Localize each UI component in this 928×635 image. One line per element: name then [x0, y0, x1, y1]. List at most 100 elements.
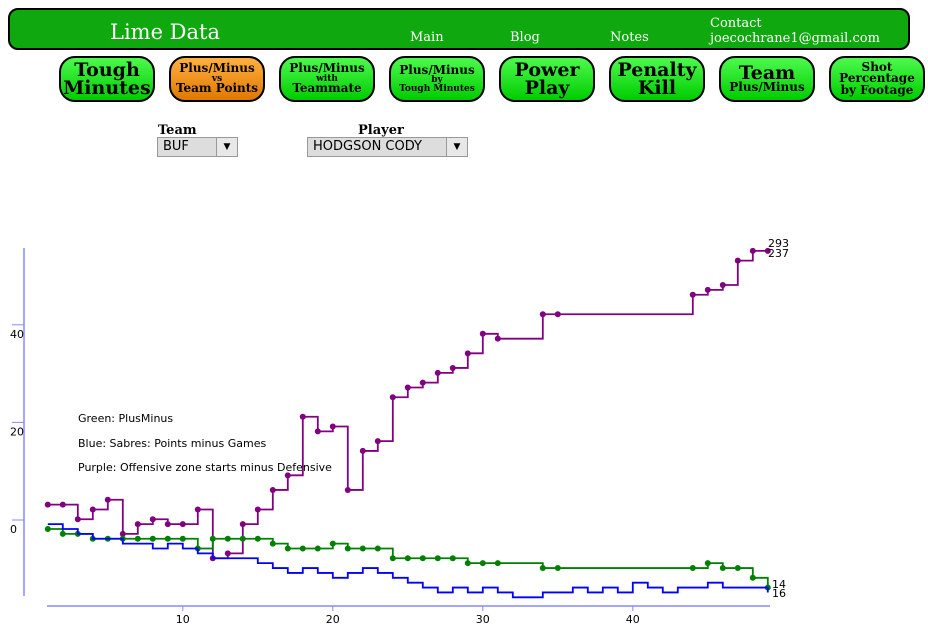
data-point: [44, 526, 51, 532]
data-point: [284, 545, 291, 552]
data-point: [539, 565, 546, 572]
data-point: [329, 540, 336, 547]
plus-minus-vs-team-points-button[interactable]: Plus/Minus vs Team Points: [169, 56, 265, 102]
data-point: [359, 447, 366, 454]
data-point: [134, 521, 141, 528]
shot-percentage-by-footage-button[interactable]: Shot Percentage by Footage: [829, 56, 925, 102]
series-line: [47, 249, 768, 560]
data-point: [314, 545, 321, 552]
data-point: [179, 535, 186, 542]
button-label: Tough: [74, 58, 140, 81]
data-point: [299, 545, 306, 552]
data-point: [749, 247, 756, 254]
data-point: [119, 530, 126, 537]
penalty-kill-button[interactable]: Penalty Kill: [609, 56, 705, 102]
contact-label: Contact: [710, 16, 762, 31]
data-point: [239, 521, 246, 528]
x-tick-label: 20: [326, 613, 340, 626]
button-label: Teammate: [292, 81, 362, 96]
site-title[interactable]: Lime Data: [110, 20, 220, 44]
data-point: [254, 535, 261, 542]
button-label: Minutes: [63, 77, 151, 99]
data-point: [719, 565, 726, 572]
data-point: [704, 286, 711, 293]
data-point: [134, 535, 141, 542]
data-point: [194, 506, 201, 513]
data-point: [224, 535, 231, 542]
data-point: [704, 560, 711, 567]
data-point: [419, 555, 426, 562]
button-label: by Footage: [840, 82, 914, 97]
data-point: [764, 247, 771, 254]
button-label: Power: [514, 58, 580, 81]
data-point: [734, 257, 741, 264]
data-point: [404, 384, 411, 391]
x-tick-label: 40: [626, 613, 640, 626]
end-label: 293: [768, 237, 789, 250]
power-play-button[interactable]: Power Play: [499, 56, 595, 102]
y-tick-label: 40: [10, 328, 24, 341]
y-tick-label: 20: [10, 425, 24, 438]
series-line: [47, 523, 769, 599]
button-label: with: [316, 73, 338, 84]
chevron-down-icon[interactable]: ▼: [216, 138, 237, 156]
tough-minutes-button[interactable]: Tough Minutes: [59, 56, 155, 102]
button-label: Kill: [637, 77, 677, 99]
button-label: Plus/Minus: [399, 62, 475, 77]
team-plus-minus-button[interactable]: Team Plus/Minus: [719, 56, 815, 102]
data-point: [404, 555, 411, 562]
data-point: [449, 364, 456, 371]
player-select[interactable]: HODGSON CODY ▼: [307, 137, 468, 157]
data-point: [269, 486, 276, 493]
data-point: [464, 560, 471, 567]
end-label: 14: [772, 578, 786, 591]
button-label: Plus/Minus: [729, 80, 805, 95]
button-label: Team Points: [175, 81, 259, 96]
data-point: [299, 413, 306, 420]
series-layer: [44, 247, 771, 599]
data-point: [719, 282, 726, 288]
data-point: [554, 565, 561, 572]
data-point: [389, 555, 396, 562]
data-point: [149, 516, 156, 523]
data-point: [209, 535, 216, 542]
contact-email[interactable]: joecochrane1@gmail.com: [710, 31, 880, 46]
data-point: [494, 560, 501, 567]
chevron-down-icon[interactable]: ▼: [446, 138, 467, 156]
data-point: [374, 545, 381, 552]
data-point: [449, 555, 456, 562]
data-point: [464, 350, 471, 357]
button-label: Team: [738, 62, 796, 85]
data-point: [554, 311, 561, 318]
data-point: [329, 423, 336, 430]
x-tick-label: 10: [176, 613, 190, 626]
legend-entry-green: Green: PlusMinus: [78, 412, 173, 425]
data-point: [254, 506, 261, 513]
plus-minus-with-teammate-button[interactable]: Plus/Minus with Teammate: [279, 56, 375, 102]
data-point: [149, 535, 156, 542]
data-point: [344, 545, 351, 552]
data-point: [284, 472, 291, 479]
data-point: [239, 535, 246, 542]
team-select[interactable]: BUF ▼: [157, 137, 238, 157]
button-label: Shot: [861, 59, 893, 74]
data-point: [164, 535, 171, 542]
data-point: [89, 506, 96, 513]
data-point: [389, 394, 396, 401]
nav-notes-link[interactable]: Notes: [610, 30, 649, 45]
end-label: 16: [772, 587, 786, 600]
end-label: 237: [768, 247, 789, 260]
nav-main-link[interactable]: Main: [410, 30, 444, 45]
button-label: vs: [211, 73, 223, 84]
team-select-value: BUF: [163, 139, 189, 154]
button-label: Percentage: [839, 71, 915, 86]
button-label: Penalty: [617, 58, 697, 81]
nav-blog-link[interactable]: Blog: [510, 30, 540, 45]
data-point: [434, 555, 441, 562]
plus-minus-by-tough-minutes-button[interactable]: Plus/Minus by Tough Minutes: [389, 56, 485, 102]
data-point: [269, 540, 276, 547]
data-point: [44, 501, 51, 508]
data-point: [494, 335, 501, 342]
data-point: [749, 574, 756, 581]
player-select-value: HODGSON CODY: [313, 139, 422, 154]
